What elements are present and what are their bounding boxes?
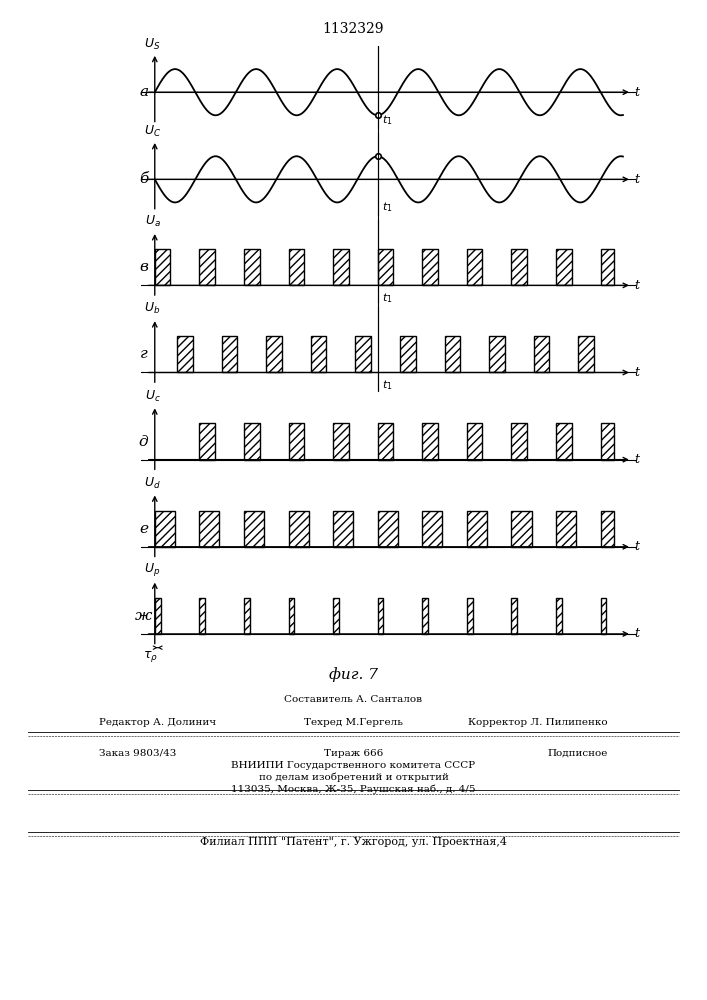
Bar [445,336,460,372]
Bar [333,511,354,547]
Bar [400,336,416,372]
Bar [601,511,614,547]
Text: t: t [634,453,639,466]
Text: г: г [140,347,148,361]
Text: Тираж 666: Тираж 666 [324,749,383,758]
Bar [511,598,518,634]
Bar [422,423,438,460]
Text: Составитель А. Санталов: Составитель А. Санталов [284,695,423,704]
Bar [511,423,527,460]
Text: а: а [139,85,148,99]
Bar [311,336,327,372]
Bar [422,249,438,285]
Text: $U_S$: $U_S$ [144,37,160,52]
Text: б: б [139,172,148,186]
Bar [244,423,259,460]
Text: t: t [634,366,639,379]
Text: Техред М.Гергель: Техред М.Гергель [304,718,403,727]
Bar [422,598,428,634]
Bar [511,511,532,547]
Bar [155,598,160,634]
Bar [601,423,614,460]
Bar [155,249,170,285]
Bar [244,249,259,285]
Text: t: t [634,627,639,640]
Bar [556,598,562,634]
Text: Подписное: Подписное [548,749,608,758]
Text: t: t [634,540,639,553]
Text: ВНИИПИ Государственного комитета СССР: ВНИИПИ Государственного комитета СССР [231,761,476,770]
Bar [489,336,505,372]
Text: в: в [139,260,148,274]
Bar [199,598,205,634]
Bar [177,336,193,372]
Text: ж: ж [135,609,152,623]
Text: t: t [634,86,639,99]
Bar [578,336,594,372]
Bar [356,336,371,372]
Text: Филиал ППП "Патент", г. Ужгород, ул. Проектная,4: Филиал ППП "Патент", г. Ужгород, ул. Про… [200,837,507,847]
Text: Корректор Л. Пилипенко: Корректор Л. Пилипенко [469,718,608,727]
Bar [556,511,576,547]
Bar [199,511,219,547]
Bar [155,511,175,547]
Bar [378,423,393,460]
Bar [244,511,264,547]
Bar [267,336,282,372]
Bar [378,511,398,547]
Text: фиг. 7: фиг. 7 [329,667,378,682]
Text: Редактор А. Долинич: Редактор А. Долинич [99,718,216,727]
Bar [467,511,487,547]
Bar [333,249,349,285]
Bar [467,249,482,285]
Text: t: t [634,279,639,292]
Bar [467,423,482,460]
Text: по делам изобретений и открытий: по делам изобретений и открытий [259,772,448,782]
Bar [288,423,304,460]
Bar [556,249,572,285]
Bar [199,423,215,460]
Text: $t_1$: $t_1$ [382,378,393,392]
Bar [288,511,308,547]
Text: д: д [139,435,148,449]
Bar [244,598,250,634]
Bar [378,598,383,634]
Bar [534,336,549,372]
Bar [288,598,294,634]
Bar [556,423,572,460]
Text: $U_C$: $U_C$ [144,124,161,139]
Bar [333,423,349,460]
Text: $U_b$: $U_b$ [144,301,160,316]
Bar [378,249,393,285]
Bar [333,598,339,634]
Text: $t_1$: $t_1$ [382,291,393,305]
Bar [467,598,473,634]
Bar [288,249,304,285]
Text: $t_1$: $t_1$ [382,201,393,214]
Bar [511,249,527,285]
Bar [601,598,607,634]
Bar [601,249,614,285]
Bar [422,511,443,547]
Text: $U_a$: $U_a$ [144,214,160,229]
Text: Заказ 9803/43: Заказ 9803/43 [99,749,176,758]
Bar [199,249,215,285]
Text: 1132329: 1132329 [323,22,384,36]
Text: t: t [634,173,639,186]
Bar [222,336,238,372]
Text: $U_d$: $U_d$ [144,476,161,491]
Text: 113035, Москва, Ж-35, Раушская наб., д. 4/5: 113035, Москва, Ж-35, Раушская наб., д. … [231,784,476,794]
Text: $U_p$: $U_p$ [144,561,160,578]
Text: $U_c$: $U_c$ [145,389,160,404]
Text: $t_1$: $t_1$ [382,113,393,127]
Text: $\tau_\rho$: $\tau_\rho$ [143,649,158,664]
Text: е: е [139,522,148,536]
